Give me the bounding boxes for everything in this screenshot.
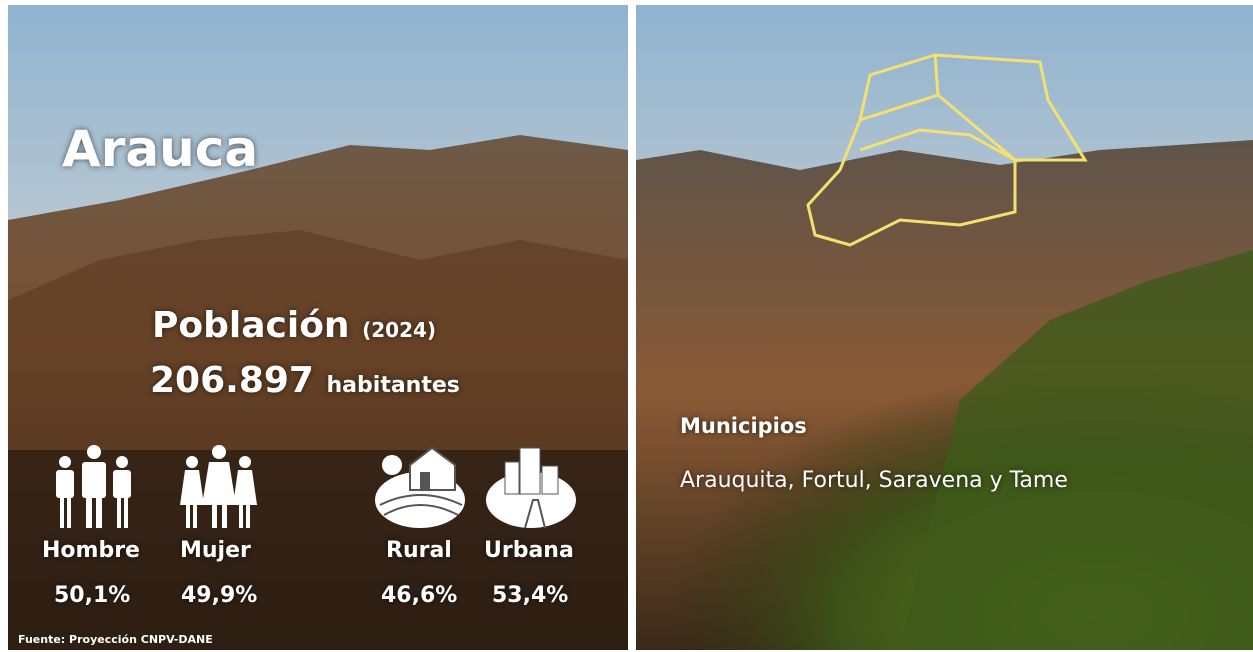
infographic: Arauca Población (2024) 206.897 habitant… [0,0,1253,652]
zone-share: 46,6% [381,583,457,608]
population-label: Población (2024) [152,305,436,346]
municipalities-list: Arauquita, Fortul, Saravena y Tame [680,468,1068,493]
source: Fuente: Proyección CNPV-DANE [18,633,213,646]
municipalities-heading: Municipios [680,414,807,438]
gender-label: Hombre [42,538,140,563]
population-year: (2024) [362,318,436,342]
population-unit: habitantes [327,373,460,398]
gender-label: Mujer [180,538,251,563]
population-label-text: Población [152,305,350,346]
gender-share: 50,1% [54,583,130,608]
zone-share: 53,4% [492,583,568,608]
gender-share: 49,9% [181,583,257,608]
title: Arauca [62,120,258,178]
zone-label: Rural [386,538,452,563]
population-number: 206.897 [150,360,314,401]
population-value: 206.897 habitantes [150,360,460,401]
zone-label: Urbana [484,538,574,563]
